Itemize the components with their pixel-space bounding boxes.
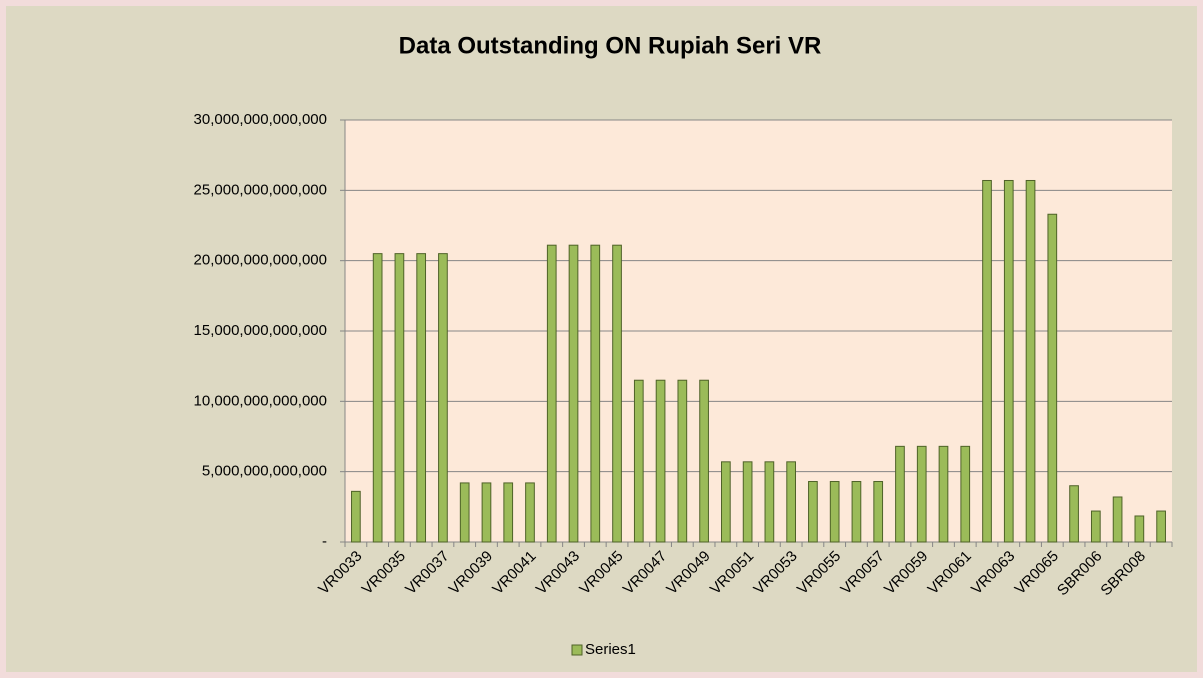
bar: [829, 481, 840, 543]
bar: [1025, 179, 1036, 543]
bar: [459, 482, 470, 543]
bar: [1003, 179, 1014, 543]
bar: [612, 244, 622, 543]
bar: [699, 379, 709, 543]
bar: [916, 445, 927, 543]
bar: [742, 461, 753, 543]
bar: [416, 253, 427, 543]
bar: [481, 482, 492, 543]
bar: [525, 482, 535, 543]
bar: [372, 253, 383, 543]
bar: [938, 445, 949, 543]
bar: [960, 445, 971, 543]
y-tick-label: 15,000,000,000,000: [194, 322, 327, 339]
bar: [351, 490, 361, 543]
bar: [786, 461, 796, 543]
bar: [721, 461, 731, 543]
bar: [851, 481, 862, 543]
bar: [633, 379, 644, 543]
bar: [438, 253, 448, 543]
bar: [1090, 510, 1101, 543]
y-tick-label: 25,000,000,000,000: [194, 181, 327, 198]
bar: [546, 244, 557, 543]
bar: [1112, 496, 1123, 543]
y-tick-label: 5,000,000,000,000: [202, 463, 327, 480]
legend-swatch: [571, 644, 583, 656]
y-tick-label: -: [322, 533, 327, 550]
bar: [1156, 510, 1166, 543]
bar: [982, 179, 992, 543]
bar: [808, 481, 818, 543]
bar: [1069, 485, 1079, 543]
bar: [677, 379, 688, 543]
chart-title: Data Outstanding ON Rupiah Seri VR: [399, 32, 822, 59]
bar: [590, 244, 601, 543]
bar: [568, 244, 579, 543]
bar: [503, 482, 514, 543]
bar: [873, 481, 884, 543]
bar: [1134, 515, 1145, 543]
y-tick-label: 30,000,000,000,000: [194, 111, 327, 128]
bar: [764, 461, 775, 543]
bar: [655, 379, 666, 543]
bar: [394, 253, 405, 543]
legend-label: Series1: [585, 641, 636, 658]
bar: [1047, 213, 1058, 543]
y-tick-label: 10,000,000,000,000: [194, 392, 327, 409]
bar: [895, 445, 905, 543]
y-tick-label: 20,000,000,000,000: [194, 252, 327, 269]
